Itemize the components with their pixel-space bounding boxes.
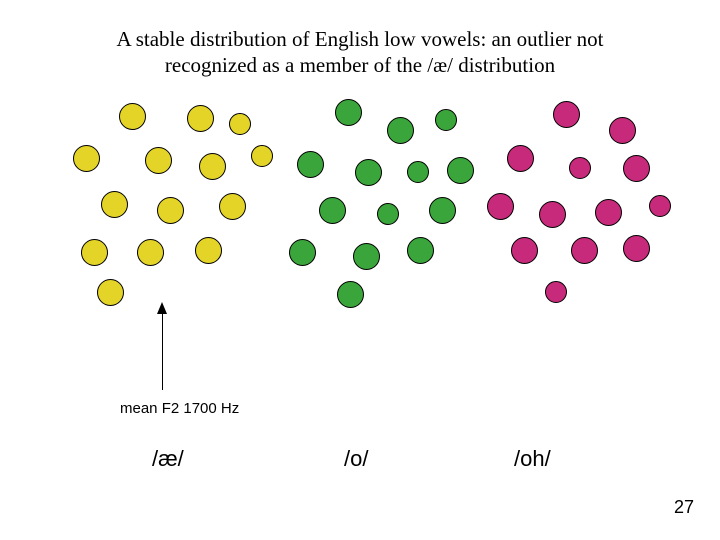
dot-oh [571, 237, 598, 264]
dot-oh [507, 145, 534, 172]
dot-ae [157, 197, 184, 224]
dot-o [407, 237, 434, 264]
dot-ae [73, 145, 100, 172]
dot-oh [569, 157, 591, 179]
arrow-head [157, 302, 167, 314]
dot-oh [511, 237, 538, 264]
dot-oh [609, 117, 636, 144]
dot-oh [623, 235, 650, 262]
dot-ae [97, 279, 124, 306]
dot-ae [101, 191, 128, 218]
dot-ae [199, 153, 226, 180]
vowel-label-oh: /oh/ [514, 446, 551, 472]
dot-ae [119, 103, 146, 130]
dot-ae [145, 147, 172, 174]
dot-o [377, 203, 399, 225]
dot-o [407, 161, 429, 183]
dot-oh [623, 155, 650, 182]
dot-ae [251, 145, 273, 167]
dot-ae [81, 239, 108, 266]
dot-o [335, 99, 362, 126]
dot-oh [649, 195, 671, 217]
dot-oh [545, 281, 567, 303]
dot-ae [229, 113, 251, 135]
dot-oh [487, 193, 514, 220]
page-number: 27 [674, 497, 694, 518]
dot-oh [539, 201, 566, 228]
dot-ae [219, 193, 246, 220]
dot-o [297, 151, 324, 178]
dot-o [429, 197, 456, 224]
dot-o [353, 243, 380, 270]
dot-ae [195, 237, 222, 264]
dot-o [289, 239, 316, 266]
dot-o [355, 159, 382, 186]
dot-ae [187, 105, 214, 132]
dot-o [337, 281, 364, 308]
arrow-shaft [162, 312, 163, 390]
dot-o [447, 157, 474, 184]
dot-o [319, 197, 346, 224]
vowel-label-o: /o/ [344, 446, 368, 472]
dot-ae [137, 239, 164, 266]
dot-oh [553, 101, 580, 128]
vowel-label-ae: /æ/ [152, 446, 184, 472]
dot-o [387, 117, 414, 144]
dot-o [435, 109, 457, 131]
arrow-caption: mean F2 1700 Hz [120, 400, 239, 417]
dot-oh [595, 199, 622, 226]
